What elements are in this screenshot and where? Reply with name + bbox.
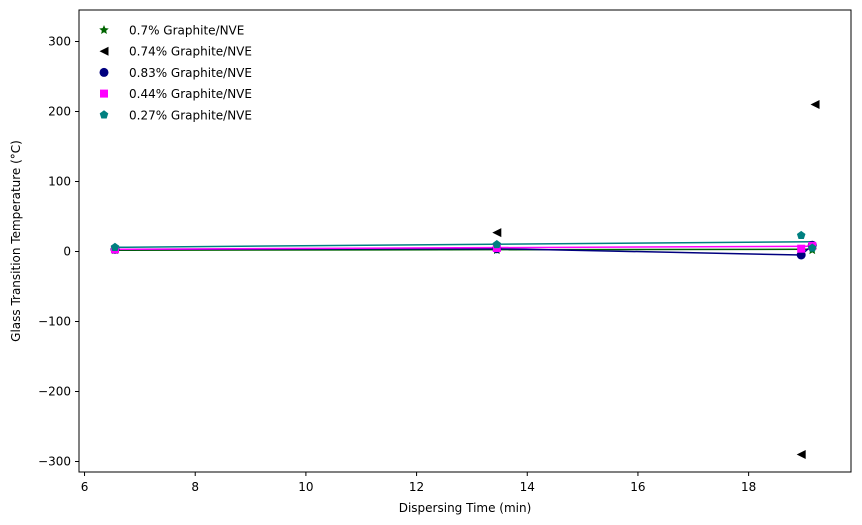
data-point-series-1-0 [492,228,502,238]
x-axis-ticks: 6 8 10 12 14 16 18 [81,472,756,494]
legend-marker [99,25,109,35]
legend-marker [99,67,109,77]
legend-marker [99,46,109,56]
y-tick-label: 100 [48,175,71,189]
data-markers [110,100,820,459]
legend-entry: 0.44% Graphite/NVE [100,87,252,101]
legend-label: 0.44% Graphite/NVE [129,87,252,101]
fit-line-series-3 [114,245,813,251]
legend: 0.7% Graphite/NVE 0.74% Graphite/NVE 0.83%… [99,24,252,122]
y-tick-label: 0 [63,245,71,259]
data-point-series-4-0 [110,242,120,251]
data-point-series-1-1 [796,450,806,459]
data-point-series-1-2 [810,100,820,109]
fit-lines [114,240,813,256]
x-tick-label: 18 [741,480,756,494]
x-tick-label: 8 [191,480,199,494]
x-tick-label: 12 [409,480,424,494]
y-axis-ticks: −300 −200 −100 0 100 200 300 [38,35,79,469]
legend-marker [99,110,109,119]
y-axis-title: Glass Transition Temperature (°C) [9,140,23,342]
data-point-series-3-2 [797,244,806,253]
y-tick-label: −200 [38,385,71,399]
fit-line-series-4 [114,240,813,249]
legend-entry: 0.74% Graphite/NVE [99,45,252,59]
x-tick-label: 14 [520,480,535,494]
data-point-series-4-2 [796,230,806,240]
legend-label: 0.7% Graphite/NVE [129,24,244,38]
legend-entry: 0.83% Graphite/NVE [99,66,252,80]
y-tick-label: −100 [38,315,71,329]
legend-label: 0.83% Graphite/NVE [129,66,252,80]
data-point-series-4-3 [807,243,817,252]
data-point-series-4-1 [492,240,502,249]
legend-label: 0.74% Graphite/NVE [129,45,252,59]
y-tick-label: −300 [38,455,71,469]
fit-line-series-0 [114,248,813,251]
x-tick-label: 6 [81,480,89,494]
legend-label: 0.27% Graphite/NVE [129,108,252,122]
y-tick-label: 300 [48,35,71,49]
x-tick-label: 16 [630,480,645,494]
legend-entry: 0.27% Graphite/NVE [99,108,252,122]
y-tick-label: 200 [48,105,71,119]
legend-marker [100,89,108,98]
legend-entry: 0.7% Graphite/NVE [99,24,244,38]
x-tick-label: 10 [298,480,313,494]
data-point-series-2-2 [796,250,806,260]
x-axis-title: Dispersing Time (min) [399,501,532,515]
plot-area [78,9,852,473]
